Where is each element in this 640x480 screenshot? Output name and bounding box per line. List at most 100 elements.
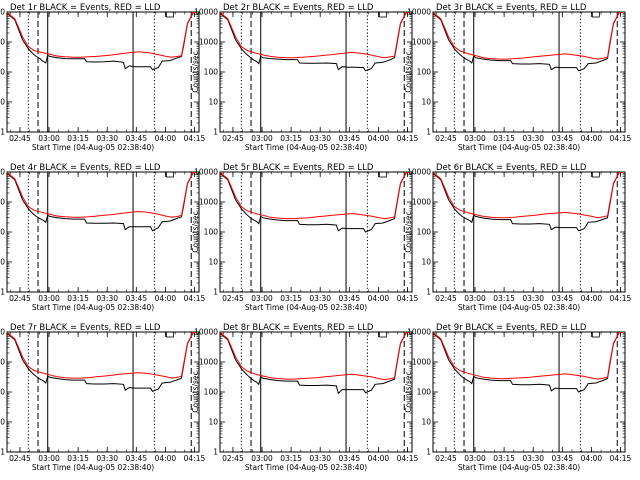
series-events-line xyxy=(220,12,411,72)
series-events-line xyxy=(7,172,198,232)
y-tick-label: 1 xyxy=(426,288,431,297)
y-tick-label: 1000 xyxy=(0,198,5,207)
x-tick-label: 03:30 xyxy=(522,454,544,463)
panel-det-5: Det 5r BLACK = Events, RED = LLD 1 10 100 10… xyxy=(191,163,419,312)
x-tick-label: 03:45 xyxy=(125,454,147,463)
series-lld-line xyxy=(220,172,411,220)
y-tick-label: 1 xyxy=(426,448,431,457)
y-tick-label: 10 xyxy=(208,98,218,107)
x-tick-label: 03:30 xyxy=(522,294,544,303)
x-tick-label: 04:15 xyxy=(397,454,419,463)
y-tick-label: 100 xyxy=(417,228,432,237)
plot-frame xyxy=(219,331,413,453)
y-tick-label: 10 xyxy=(0,98,5,107)
x-tick-label: 02:45 xyxy=(435,454,457,463)
x-tick-label: 03:00 xyxy=(251,454,273,463)
x-tick-label: 02:45 xyxy=(9,294,31,303)
y-tick-label: 10 xyxy=(0,418,5,427)
x-tick-label: 03:00 xyxy=(251,134,273,143)
series-events-line xyxy=(220,332,411,395)
y-tick-label: 1 xyxy=(213,448,218,457)
panel-det-1: Det 1r BLACK = Events, RED = LLD 1 10 100 10… xyxy=(0,3,206,152)
y-tick-label: 1 xyxy=(213,288,218,297)
series-lld-line xyxy=(220,12,411,59)
x-tick-label: 02:45 xyxy=(435,134,457,143)
x-tick-label: 03:00 xyxy=(38,134,60,143)
x-axis-label: Start Time (04-Aug-05 02:38:40) xyxy=(32,303,154,312)
plot-frame xyxy=(432,331,626,453)
x-tick-label: 04:00 xyxy=(581,294,603,303)
panel-title: Det 3r BLACK = Events, RED = LLD xyxy=(436,3,587,13)
x-tick-label: 03:15 xyxy=(280,294,302,303)
y-tick-label: 100 xyxy=(417,388,432,397)
status-box-mark xyxy=(591,11,600,18)
y-axis-label: Counts/sec xyxy=(191,371,200,412)
status-box-mark xyxy=(378,171,387,178)
panel-det-3: Det 3r BLACK = Events, RED = LLD 1 10 100 10… xyxy=(404,3,632,152)
x-tick-label: 03:00 xyxy=(464,454,486,463)
x-tick-label: 02:45 xyxy=(9,454,31,463)
series-lld-line xyxy=(7,332,198,379)
x-axis-label: Start Time (04-Aug-05 02:38:40) xyxy=(245,143,367,152)
y-tick-label: 1 xyxy=(0,128,5,137)
y-tick-label: 1000 xyxy=(199,358,218,367)
panel-det-4: Det 4r BLACK = Events, RED = LLD 1 10 100 10… xyxy=(0,163,206,312)
x-tick-label: 03:45 xyxy=(338,294,360,303)
x-tick-label: 03:15 xyxy=(67,294,89,303)
y-tick-label: 10000 xyxy=(0,168,5,177)
x-tick-label: 03:00 xyxy=(464,134,486,143)
y-tick-label: 100 xyxy=(204,388,219,397)
x-tick-label: 04:15 xyxy=(184,294,206,303)
x-tick-label: 03:15 xyxy=(280,134,302,143)
x-tick-label: 04:15 xyxy=(184,134,206,143)
y-tick-label: 1000 xyxy=(412,38,431,47)
x-tick-label: 04:00 xyxy=(368,454,390,463)
status-box-mark xyxy=(591,331,600,338)
y-tick-label: 100 xyxy=(0,228,5,237)
series-lld-line xyxy=(220,332,411,381)
plot-frame xyxy=(219,11,413,133)
series-events-line xyxy=(7,12,198,71)
x-tick-label: 04:15 xyxy=(610,134,632,143)
series-lld-line xyxy=(433,332,624,380)
y-tick-label: 1 xyxy=(0,448,5,457)
y-axis-label: Counts/sec xyxy=(191,51,200,92)
panel-title: Det 8r BLACK = Events, RED = LLD xyxy=(223,323,374,333)
y-tick-label: 10000 xyxy=(0,8,5,17)
x-axis-label: Start Time (04-Aug-05 02:38:40) xyxy=(458,303,580,312)
x-tick-label: 03:00 xyxy=(251,294,273,303)
panel-title: Det 9r BLACK = Events, RED = LLD xyxy=(436,323,587,333)
panel-title: Det 2r BLACK = Events, RED = LLD xyxy=(223,3,374,13)
x-tick-label: 03:30 xyxy=(96,454,118,463)
plot-frame xyxy=(6,331,200,453)
x-tick-label: 02:45 xyxy=(222,134,244,143)
y-tick-label: 100 xyxy=(204,68,219,77)
y-tick-label: 10000 xyxy=(194,8,218,17)
y-tick-label: 1000 xyxy=(199,38,218,47)
y-tick-label: 10000 xyxy=(407,8,431,17)
panel-det-8: Det 8r BLACK = Events, RED = LLD 1 10 100 10… xyxy=(191,323,419,472)
x-tick-label: 03:30 xyxy=(309,454,331,463)
y-tick-label: 1 xyxy=(0,288,5,297)
x-tick-label: 03:15 xyxy=(493,294,515,303)
y-tick-label: 10000 xyxy=(0,328,5,337)
panel-det-2: Det 2r BLACK = Events, RED = LLD 1 10 100 10… xyxy=(191,3,419,152)
y-tick-label: 10 xyxy=(421,98,431,107)
x-tick-label: 04:00 xyxy=(155,294,177,303)
x-tick-label: 04:00 xyxy=(155,134,177,143)
y-tick-label: 100 xyxy=(417,68,432,77)
x-tick-label: 04:15 xyxy=(397,294,419,303)
x-tick-label: 04:15 xyxy=(610,294,632,303)
status-box-mark xyxy=(165,331,174,338)
x-tick-label: 04:00 xyxy=(155,454,177,463)
x-tick-label: 03:45 xyxy=(551,454,573,463)
y-tick-label: 10000 xyxy=(407,168,431,177)
x-axis-label: Start Time (04-Aug-05 02:38:40) xyxy=(245,463,367,472)
x-tick-label: 04:00 xyxy=(368,134,390,143)
panel-det-7: Det 7r BLACK = Events, RED = LLD 1 10 100 10… xyxy=(0,323,206,472)
x-tick-label: 03:45 xyxy=(551,294,573,303)
y-tick-label: 100 xyxy=(0,388,5,397)
y-axis-label: Counts/sec xyxy=(404,371,413,412)
status-box-mark xyxy=(165,171,174,178)
